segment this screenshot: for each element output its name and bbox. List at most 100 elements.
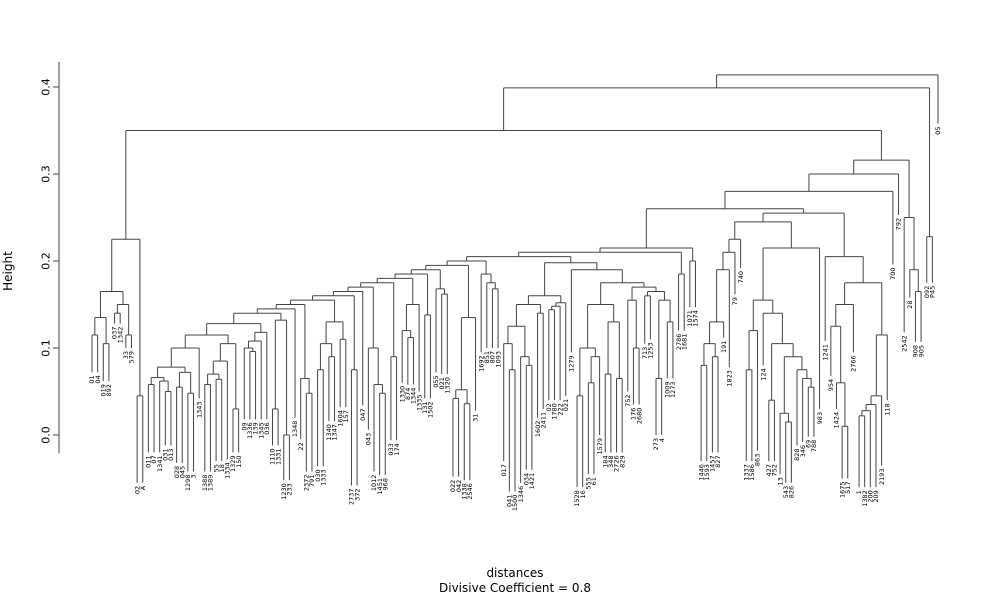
leaf-label: 1579 <box>596 438 604 455</box>
leaf-label: 1273 <box>669 381 677 398</box>
leaf-label: 1012 <box>370 475 378 492</box>
leaf-label: 28 <box>906 301 914 309</box>
leaf-label: 1344 <box>410 388 418 405</box>
leaf-label: 1343 <box>195 401 203 418</box>
leaf-label: 2546 <box>466 483 474 500</box>
leaf-label: 372 <box>353 488 361 500</box>
leaf-label: 04 <box>94 375 102 383</box>
leaf-label: 1348 <box>291 421 299 438</box>
leaf-label: 1424 <box>833 412 841 429</box>
leaf-label: 1602 <box>534 421 542 438</box>
leaf-label: 043 <box>365 433 373 445</box>
leaf-label: 1337 <box>742 464 750 481</box>
leaf-label: 908 <box>912 345 920 357</box>
leaf-label: 1071 <box>686 310 694 327</box>
leaf-label: 176 <box>630 408 638 420</box>
leaf-label: 1333 <box>319 469 327 486</box>
leaf-label: 150 <box>235 455 243 467</box>
leaf-label: 1320 <box>444 377 452 394</box>
leaf-label: 1780 <box>551 403 559 420</box>
leaf-label: 045 <box>178 466 186 478</box>
leaf-label: 1329 <box>229 455 237 472</box>
leaf-label: 2411 <box>539 412 547 429</box>
y-axis-tick-label: 0.4 <box>40 78 53 96</box>
leaf-label: 047 <box>359 408 367 420</box>
leaf-label: 273 <box>652 438 660 450</box>
y-axis-tick-label: 0.1 <box>40 339 53 357</box>
leaf-label: 543 <box>782 486 790 498</box>
leaf-label: 1593 <box>703 464 711 481</box>
leaf-label: 1298 <box>184 475 192 492</box>
leaf-label: 036 <box>263 422 271 434</box>
leaf-label: 1574 <box>692 310 700 327</box>
leaf-label: 954 <box>827 379 835 391</box>
leaf-label: 1340 <box>325 424 333 441</box>
leaf-label: 740 <box>737 271 745 283</box>
plot-subtitle: Divisive Coefficient = 0.8 <box>439 581 591 595</box>
leaf-label: 1241 <box>821 344 829 361</box>
leaf-label: 788 <box>810 440 818 452</box>
leaf-label: 07 <box>150 455 158 463</box>
leaf-label: 791 <box>308 475 316 487</box>
leaf-label: 1446 <box>697 464 705 481</box>
y-axis-tick-label: 0.0 <box>40 426 53 444</box>
leaf-label: 1341 <box>156 455 164 472</box>
leaf-label: 1338 <box>460 483 468 500</box>
leaf-label: 174 <box>393 443 401 455</box>
leaf-label: 1457 <box>709 455 717 472</box>
leaf-label: 209 <box>872 490 880 502</box>
leaf-label: 1331 <box>274 448 282 465</box>
leaf-label: 124 <box>759 368 767 380</box>
leaf-label: 700 <box>889 267 897 279</box>
leaf-label: 2786 <box>675 334 683 351</box>
leaf-label: 829 <box>618 455 626 467</box>
leaf-label: 092 <box>923 286 931 298</box>
y-axis-tick-label: 0.2 <box>40 252 53 270</box>
y-axis-title: Height <box>1 251 15 291</box>
leaf-label: 191 <box>720 341 728 353</box>
leaf-label: 031 <box>162 448 170 460</box>
leaf-label: 09 <box>240 422 248 430</box>
leaf-label: 1 <box>855 490 863 494</box>
leaf-label: 1336 <box>246 422 254 439</box>
leaf-label: 1230 <box>280 483 288 500</box>
leaf-label: 1528 <box>573 490 581 507</box>
leaf-label: 61 <box>590 477 598 485</box>
leaf-label: 2542 <box>900 335 908 352</box>
leaf-label: 034 <box>522 473 530 485</box>
leaf-label: 348 <box>607 455 615 467</box>
y-axis-tick-label: 0.3 <box>40 165 53 183</box>
leaf-label: 346 <box>799 445 807 457</box>
leaf-label: 02 <box>545 403 553 411</box>
leaf-label: 752 <box>624 395 632 407</box>
leaf-label: 555 <box>585 477 593 489</box>
leaf-label: 1110 <box>269 448 277 465</box>
leaf-label: 579 <box>128 351 136 363</box>
leaf-label: 1279 <box>568 355 576 372</box>
leaf-label: 828 <box>793 448 801 460</box>
leaf-label: 905 <box>917 345 925 357</box>
leaf-label: 55 <box>212 464 220 472</box>
leaf-label: 1500 <box>511 495 519 512</box>
leaf-label: 131 <box>421 401 429 413</box>
leaf-label: 02 <box>133 486 141 494</box>
leaf-label: 752 <box>771 464 779 476</box>
leaf-label: 2680 <box>635 408 643 425</box>
leaf-label: 222 <box>556 403 564 415</box>
leaf-label: 1346 <box>517 486 525 503</box>
leaf-label: 807 <box>489 351 497 363</box>
leaf-label: 030 <box>314 469 322 481</box>
leaf-label: 983 <box>816 412 824 424</box>
leaf-label: 013 <box>167 448 175 460</box>
leaf-label: 22 <box>297 442 305 450</box>
leaf-label: 017 <box>500 464 508 476</box>
leaf-label: 892 <box>105 384 113 396</box>
leaf-label: 1382 <box>861 490 869 507</box>
leaf-label: 1388 <box>201 475 209 492</box>
leaf-label: 79 <box>731 297 739 305</box>
leaf-label: 011 <box>145 455 153 467</box>
leaf-label: 042 <box>455 480 463 492</box>
leaf-label: 2737 <box>348 488 356 505</box>
leaf-label: 184 <box>601 455 609 467</box>
